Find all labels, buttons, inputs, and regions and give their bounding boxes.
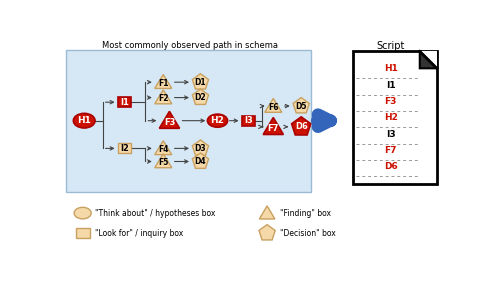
Text: "Decision" box: "Decision" box bbox=[280, 229, 335, 238]
Text: F3: F3 bbox=[384, 97, 397, 106]
Text: I2: I2 bbox=[120, 144, 129, 153]
Text: F3: F3 bbox=[164, 118, 175, 127]
Text: D6: D6 bbox=[384, 162, 398, 171]
Bar bbox=[66, 50, 310, 192]
Polygon shape bbox=[265, 98, 282, 112]
Bar bbox=[118, 144, 132, 154]
Text: I3: I3 bbox=[244, 116, 253, 125]
Polygon shape bbox=[292, 117, 311, 135]
Polygon shape bbox=[192, 140, 208, 155]
Polygon shape bbox=[263, 117, 283, 135]
Text: "Look for" / inquiry box: "Look for" / inquiry box bbox=[95, 229, 184, 238]
Text: F7: F7 bbox=[384, 146, 397, 155]
Text: H1: H1 bbox=[78, 116, 91, 125]
Polygon shape bbox=[420, 51, 437, 68]
Text: D4: D4 bbox=[194, 157, 206, 166]
Text: F4: F4 bbox=[158, 145, 168, 154]
Polygon shape bbox=[260, 206, 275, 219]
Polygon shape bbox=[154, 154, 172, 168]
Polygon shape bbox=[154, 75, 172, 88]
Polygon shape bbox=[192, 89, 208, 104]
Text: F6: F6 bbox=[268, 103, 278, 112]
Polygon shape bbox=[160, 111, 180, 128]
Bar bbox=[118, 97, 132, 107]
Text: D1: D1 bbox=[194, 78, 206, 87]
Ellipse shape bbox=[74, 113, 95, 128]
Polygon shape bbox=[192, 74, 208, 89]
Text: H2: H2 bbox=[210, 116, 224, 125]
Bar bbox=[76, 228, 90, 238]
Polygon shape bbox=[259, 225, 275, 240]
Polygon shape bbox=[192, 153, 208, 168]
Polygon shape bbox=[293, 98, 310, 113]
Text: "Finding" box: "Finding" box bbox=[280, 209, 330, 218]
Text: D6: D6 bbox=[295, 122, 308, 131]
Text: Script: Script bbox=[376, 41, 405, 51]
Polygon shape bbox=[420, 51, 437, 68]
Polygon shape bbox=[154, 90, 172, 104]
Text: I3: I3 bbox=[386, 130, 396, 139]
Polygon shape bbox=[154, 141, 172, 155]
Text: F2: F2 bbox=[158, 94, 168, 104]
Text: D5: D5 bbox=[296, 102, 307, 110]
Ellipse shape bbox=[74, 207, 91, 219]
Text: I1: I1 bbox=[120, 98, 129, 107]
Text: "Think about" / hypotheses box: "Think about" / hypotheses box bbox=[95, 209, 216, 218]
Bar bbox=[242, 116, 256, 126]
Bar bbox=[353, 51, 437, 184]
Text: D3: D3 bbox=[194, 144, 206, 153]
Ellipse shape bbox=[208, 114, 228, 127]
Text: H1: H1 bbox=[384, 65, 398, 73]
Text: D2: D2 bbox=[194, 93, 206, 102]
Text: F7: F7 bbox=[268, 124, 279, 133]
Text: F5: F5 bbox=[158, 158, 168, 167]
Text: Most commonly observed path in schema: Most commonly observed path in schema bbox=[102, 41, 279, 50]
Text: I1: I1 bbox=[386, 81, 396, 90]
Text: H2: H2 bbox=[384, 113, 398, 122]
Text: F1: F1 bbox=[158, 79, 168, 88]
